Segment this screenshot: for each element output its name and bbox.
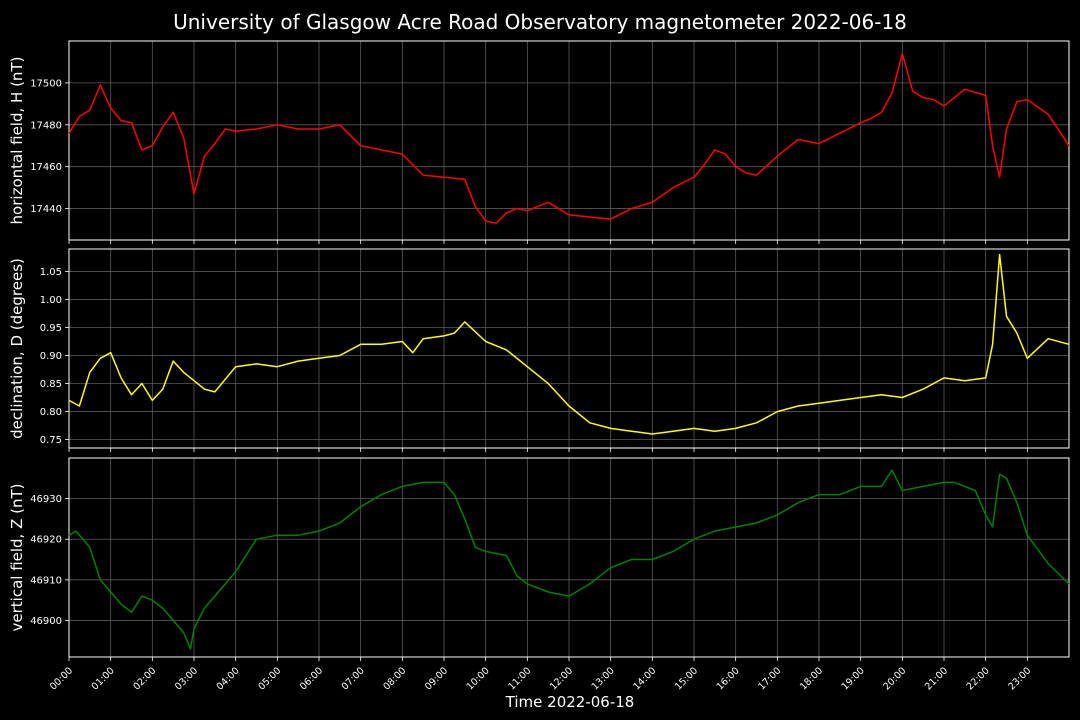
chart-panels: 17440 17460 17480 17500 horizontal field, H … (8, 40, 1070, 661)
x-tick-label: 00:00 (48, 665, 75, 692)
x-tick-label: 06:00 (298, 665, 325, 692)
y-axis-label: vertical field, Z (nT) (8, 483, 26, 631)
panel-frame (68, 248, 1070, 449)
y-tick-label: 17480 (30, 120, 62, 131)
x-axis-label: Time 2022-06-18 (505, 693, 635, 711)
y-tick-label: 17440 (30, 204, 62, 215)
panel-1: 17440 17460 17480 17500 horizontal field, H … (8, 40, 1070, 244)
x-tick-label: 12:00 (548, 665, 575, 692)
x-tick-label: 15:00 (673, 665, 700, 692)
x-tick-label: 18:00 (798, 665, 825, 692)
x-tick-label: 08:00 (381, 665, 408, 692)
series-line (68, 469, 1070, 650)
panel-frame (68, 40, 1070, 241)
x-tick-label: 04:00 (215, 665, 242, 692)
y-tick-label: 0.80 (40, 407, 62, 418)
x-tick-label: 13:00 (590, 665, 617, 692)
panel-frame (68, 457, 1070, 658)
x-tick-label: 21:00 (923, 665, 950, 692)
x-tick-label: 10:00 (465, 665, 492, 692)
y-tick-label: 46900 (30, 616, 62, 627)
series-line (68, 52, 1070, 224)
x-tick-label: 17:00 (756, 665, 783, 692)
y-tick-label: 0.75 (40, 435, 62, 446)
panel-2: 0.75 0.80 0.85 0.90 0.95 1.00 1.05 declination,… (8, 248, 1070, 452)
x-tick-label: 05:00 (256, 665, 283, 692)
chart-title: University of Glasgow Acre Road Observat… (173, 10, 907, 34)
y-tick-label: 46930 (30, 494, 62, 505)
y-tick-label: 1.05 (40, 267, 62, 278)
y-tick-label: 0.90 (40, 351, 62, 362)
y-axis-label: horizontal field, H (nT) (8, 57, 26, 225)
x-tick-label: 20:00 (881, 665, 908, 692)
x-tick-label: 03:00 (173, 665, 200, 692)
x-tick-label: 23:00 (1006, 665, 1033, 692)
series-line (68, 253, 1070, 435)
y-tick-label: 17500 (30, 78, 62, 89)
y-tick-label: 1.00 (40, 295, 62, 306)
y-tick-label: 17460 (30, 162, 62, 173)
x-tick-label: 16:00 (715, 665, 742, 692)
x-axis-tick-labels: 00:00 01:00 02:00 03:00 04:00 05:00 06:00 07:00… (48, 665, 1033, 692)
y-axis-label: declination, D (degrees) (8, 258, 26, 439)
y-tick-label: 0.85 (40, 379, 62, 390)
y-tick-label: 46910 (30, 575, 62, 586)
y-tick-label: 0.95 (40, 323, 62, 334)
x-tick-label: 07:00 (340, 665, 367, 692)
y-tick-label: 46920 (30, 535, 62, 546)
x-tick-label: 11:00 (506, 665, 533, 692)
x-tick-label: 09:00 (423, 665, 450, 692)
x-tick-label: 19:00 (840, 665, 867, 692)
x-tick-label: 22:00 (965, 665, 992, 692)
panel-3: 46900 46910 46920 46930 vertical field, Z (n… (8, 457, 1070, 661)
x-tick-label: 02:00 (131, 665, 158, 692)
x-tick-label: 14:00 (631, 665, 658, 692)
x-tick-label: 01:00 (90, 665, 117, 692)
